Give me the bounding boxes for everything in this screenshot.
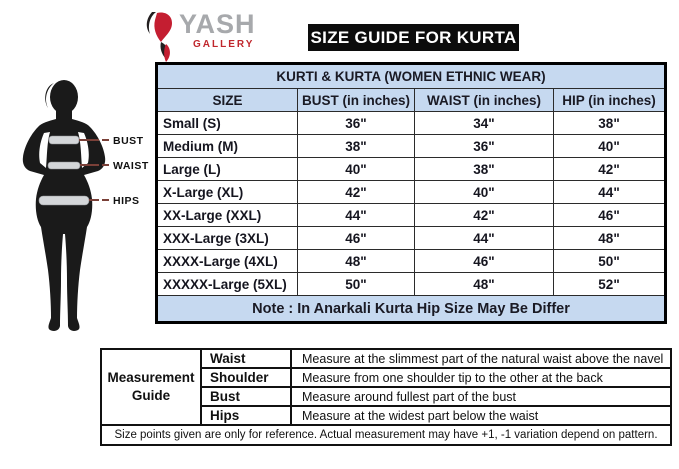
brand-logo-text: YASH GALLERY <box>179 11 256 50</box>
brand-name: YASH <box>179 9 256 39</box>
size-table-row: Small (S) 36" 34" 38" <box>156 111 667 135</box>
size-value-cell: 38" <box>297 134 415 158</box>
measurement-description-cell: Measure at the widest part below the wai… <box>290 405 672 426</box>
size-column-header: SIZE <box>156 88 298 112</box>
size-value-cell: 34" <box>414 111 554 135</box>
measurement-term-cell: Bust <box>200 386 292 407</box>
measurement-guide-label: Measurement Guide <box>100 348 202 426</box>
size-value-cell: 42" <box>297 180 415 204</box>
size-table-note-row: Note : In Anarkali Kurta Hip Size May Be… <box>155 295 667 323</box>
measurement-guide-row: Shoulder Measure from one shoulder tip to… <box>101 367 672 388</box>
measurement-term-cell: Shoulder <box>200 367 292 388</box>
size-name-cell: XXXX-Large (4XL) <box>156 249 298 273</box>
measurement-guide-row: Measurement Guide Waist Measure at the sli… <box>100 348 672 426</box>
size-value-cell: 40" <box>552 134 667 158</box>
hips-label: HIPS <box>113 195 140 207</box>
measurement-guide-footer: Size points given are only for reference… <box>100 424 672 446</box>
size-name-cell: XX-Large (XXL) <box>156 203 298 227</box>
size-name-cell: XXX-Large (3XL) <box>156 226 298 250</box>
size-name-cell: Large (L) <box>156 157 298 181</box>
size-value-cell: 38" <box>414 157 554 181</box>
size-value-cell: 36" <box>414 134 554 158</box>
size-value-cell: 48" <box>414 272 554 296</box>
size-value-cell: 40" <box>414 180 554 204</box>
size-name-cell: Medium (M) <box>156 134 298 158</box>
size-column-header: WAIST (in inches) <box>414 88 554 112</box>
size-name-cell: XXXXX-Large (5XL) <box>156 272 298 296</box>
size-value-cell: 40" <box>297 157 415 181</box>
size-table-title-row: KURTI & KURTA (WOMEN ETHNIC WEAR) <box>155 63 667 89</box>
measurement-guide-row: Bust Measure around fullest part of the b… <box>101 386 672 407</box>
size-table-row: X-Large (XL) 42" 40" 44" <box>156 180 667 204</box>
measurement-description-cell: Measure around fullest part of the bust <box>290 386 672 407</box>
size-column-header: HIP (in inches) <box>552 88 667 112</box>
size-value-cell: 50" <box>552 249 667 273</box>
waist-label: WAIST <box>113 160 149 172</box>
measurement-description-cell: Measure from one shoulder tip to the oth… <box>290 367 672 388</box>
size-value-cell: 44" <box>297 203 415 227</box>
size-value-cell: 48" <box>552 226 667 250</box>
size-table-header-row: SIZE BUST (in inches) WAIST (in inches) HIP… <box>156 88 667 112</box>
size-table-row: XXXXX-Large (5XL) 50" 48" 52" <box>156 272 667 296</box>
size-table-row: XXX-Large (3XL) 46" 44" 48" <box>156 226 667 250</box>
brand-subname: GALLERY <box>193 39 255 50</box>
page-title: SIZE GUIDE FOR KURTA <box>308 24 519 51</box>
measurement-figure: BUST WAIST HIPS <box>2 78 154 341</box>
bust-label: BUST <box>113 135 144 147</box>
measurement-term-cell: Waist <box>200 348 292 369</box>
woman-silhouette-icon <box>22 80 106 331</box>
size-value-cell: 38" <box>552 111 667 135</box>
size-value-cell: 36" <box>297 111 415 135</box>
size-value-cell: 46" <box>414 249 554 273</box>
measurement-term-cell: Hips <box>200 405 292 426</box>
size-table-note: Note : In Anarkali Kurta Hip Size May Be… <box>155 295 667 323</box>
size-table-row: XX-Large (XXL) 44" 42" 46" <box>156 203 667 227</box>
size-value-cell: 46" <box>552 203 667 227</box>
brand-logo: YASH GALLERY <box>142 11 256 63</box>
size-name-cell: X-Large (XL) <box>156 180 298 204</box>
size-value-cell: 50" <box>297 272 415 296</box>
size-value-cell: 42" <box>552 157 667 181</box>
measurement-description-cell: Measure at the slimmest part of the natu… <box>290 348 672 369</box>
size-value-cell: 44" <box>552 180 667 204</box>
measurement-guide-row: Hips Measure at the widest part below the… <box>101 405 672 426</box>
pointer-lines <box>79 139 109 201</box>
yash-gallery-bird-icon <box>142 11 176 63</box>
measurement-guide-table: Measurement Guide Waist Measure at the sli… <box>100 348 672 446</box>
size-value-cell: 42" <box>414 203 554 227</box>
measurement-guide-footer-row: Size points given are only for reference… <box>100 424 672 446</box>
size-table: KURTI & KURTA (WOMEN ETHNIC WEAR) SIZE BU… <box>155 62 668 324</box>
size-name-cell: Small (S) <box>156 111 298 135</box>
size-value-cell: 44" <box>414 226 554 250</box>
size-column-header: BUST (in inches) <box>297 88 415 112</box>
size-table-row: Large (L) 40" 38" 42" <box>156 157 667 181</box>
size-value-cell: 46" <box>297 226 415 250</box>
size-value-cell: 48" <box>297 249 415 273</box>
size-table-row: XXXX-Large (4XL) 48" 46" 50" <box>156 249 667 273</box>
size-value-cell: 52" <box>552 272 667 296</box>
size-table-row: Medium (M) 38" 36" 40" <box>156 134 667 158</box>
size-table-title: KURTI & KURTA (WOMEN ETHNIC WEAR) <box>155 63 667 89</box>
